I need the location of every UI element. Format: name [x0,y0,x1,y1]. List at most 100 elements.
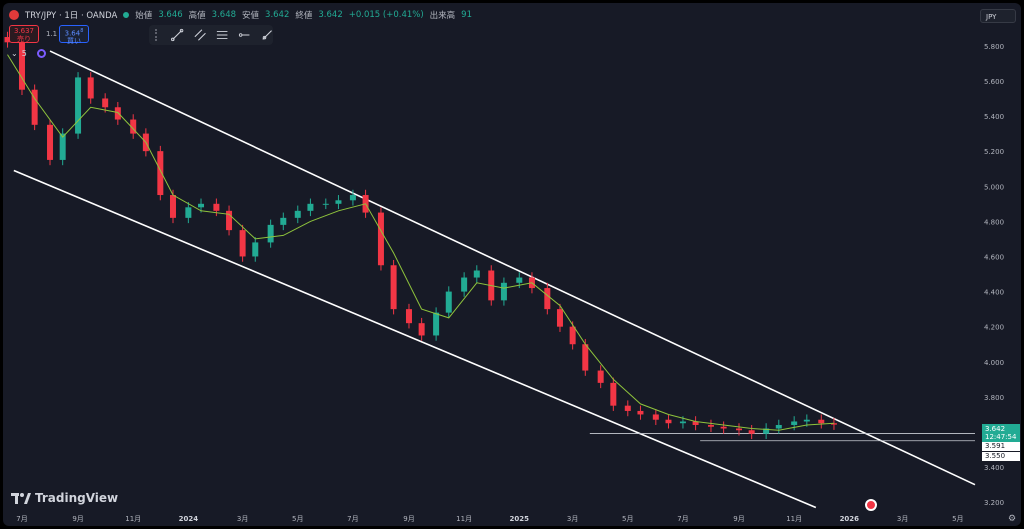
candle [377,207,384,271]
low-value: 3.642 [265,10,290,20]
buy-button[interactable]: 3.648 買い [59,25,89,46]
current-price: 3.642 [985,425,1006,433]
candle [102,93,109,113]
economic-event-icon[interactable] [865,499,877,511]
candle [130,114,137,139]
y-tick-label: 5.800 [984,43,1004,51]
x-tick-label: 5月 [622,515,633,523]
tradingview-logo-icon [11,492,31,504]
x-tick-label: 7月 [347,515,358,523]
y-tick-label: 4.600 [984,253,1004,261]
y-tick-label: 3.400 [984,464,1004,472]
channel-line-2[interactable] [13,169,817,509]
y-tick-label: 4.200 [984,324,1004,332]
market-status-icon [123,12,130,18]
buy-label: 買い [67,37,81,46]
candle [791,416,798,431]
candle [349,189,356,206]
candle [307,198,314,217]
indicator-count: 5 [21,49,27,58]
gear-icon[interactable]: ⚙ [1008,514,1017,524]
candle [87,72,94,104]
candle [461,272,468,297]
x-tick-label: 11月 [456,515,472,523]
x-tick-label: 2024 [179,515,199,523]
x-tick-label: 7月 [677,515,688,523]
change-value: +0.015 (+0.41%) [348,10,424,20]
indicator-row[interactable]: ⌄ 5 [11,49,27,58]
candle [610,377,617,411]
candle [4,31,11,48]
candle [692,416,699,431]
level-price-tag-2: 3.550 [982,452,1020,461]
candle [31,84,38,131]
open-value: 3.646 [158,10,183,20]
candle [252,237,259,262]
candle [322,198,329,210]
candle [707,419,714,433]
symbol-title[interactable]: TRY/JPY · 1日 · OANDA [25,11,118,21]
trend-line-icon[interactable] [171,28,184,42]
candle [294,205,301,224]
indicator-settings-icon[interactable] [37,49,46,58]
buy-price-superscript: 8 [80,28,84,34]
candle [720,421,727,434]
candle [665,414,672,429]
candle [157,145,164,201]
drag-handle-icon[interactable] [155,29,161,41]
candle [775,419,782,434]
price-chart[interactable]: 5.800 5.600 5.400 5.200 5.000 4.800 4.600 4.400… [3,3,1021,526]
x-tick-label: 5月 [292,515,303,523]
candle [818,414,825,429]
candle [335,195,342,210]
chevron-down-icon[interactable]: ⌄ [11,49,18,58]
candle [114,101,121,125]
sell-button[interactable]: 3.637 売り [9,25,39,43]
fib-retracement-icon[interactable] [216,28,228,42]
y-tick-label: 5.400 [984,113,1004,121]
low-label: 安値 [242,11,260,21]
candle [582,338,589,376]
volume-value: 91 [461,10,472,20]
candle [433,307,440,341]
channel-line-1[interactable] [49,50,976,486]
candle [280,212,287,231]
sell-price: 3.637 [13,27,35,35]
candle [473,265,480,283]
candle [652,409,659,425]
x-tick-label: 2025 [510,515,530,523]
candle [830,417,837,430]
x-tick-label: 11月 [125,515,141,523]
x-tick-label: 3月 [567,515,578,523]
x-tick-label: 9月 [403,515,414,523]
candle [239,224,246,262]
currency-selector[interactable]: JPY [980,9,1016,23]
x-tick-label: 3月 [237,515,248,523]
spread-value: 1.1 [46,30,58,38]
candle [637,405,644,420]
moving-average-line [7,54,834,431]
current-price-tag: 3.642 12:47:54 [982,424,1020,442]
x-tick-label: 9月 [733,515,744,523]
tradingview-logo[interactable]: TradingView [11,491,118,505]
candle [18,37,25,95]
parallel-channel-icon[interactable] [194,28,206,42]
candle [445,286,452,318]
y-tick-label: 5.200 [984,148,1004,156]
candle [47,119,54,166]
candle [748,424,755,440]
candle [556,303,563,332]
x-tick-label: 5月 [952,515,963,523]
candle [405,303,412,329]
x-tick-label: 9月 [72,515,83,523]
ray-icon[interactable] [261,28,273,42]
candle [569,321,576,350]
candle [418,317,425,341]
brand-name: TradingView [35,491,119,505]
y-tick-label: 3.800 [984,394,1004,402]
bar-countdown: 12:47:54 [985,433,1017,441]
horizontal-ray-icon[interactable] [238,28,250,42]
x-tick-label: 7月 [16,515,27,523]
candle [500,277,507,306]
chart-window: 5.800 5.600 5.400 5.200 5.000 4.800 4.600 4.400… [3,3,1021,526]
